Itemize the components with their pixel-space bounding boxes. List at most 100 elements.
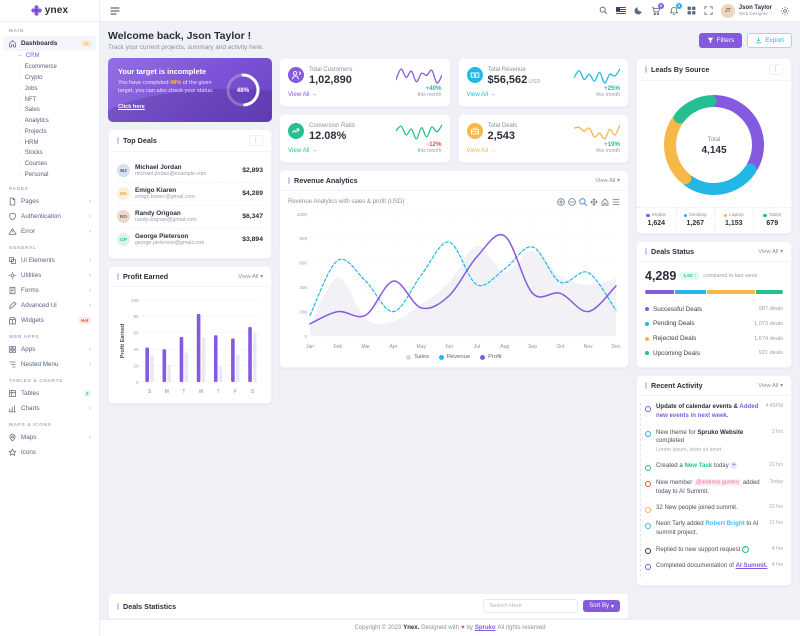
view-all-dropdown[interactable]: View All ▾ (758, 248, 783, 255)
maps-icon (9, 434, 16, 442)
legend-item-profit[interactable]: Profit (480, 354, 502, 360)
sidebar-item-maps[interactable]: Maps › (0, 430, 99, 445)
deal-name: Randy Origoan (135, 210, 181, 218)
home-icon[interactable] (601, 198, 609, 206)
table-search-input[interactable] (483, 599, 579, 614)
selection-zoom-icon[interactable] (579, 198, 587, 206)
view-all-dropdown[interactable]: View All ▾ (758, 382, 783, 389)
deal-list-item[interactable]: RO Randy Origoan randy.origoan@gmail.com $6… (117, 206, 263, 229)
deal-list-item[interactable]: GP George Pieterson george.pieterson@gmail… (117, 229, 263, 251)
sidebar-item-nested-menu[interactable]: Nested Menu › (0, 357, 99, 372)
activity-item: Replied to new support request ✓ 4 hrs (645, 545, 783, 562)
sidebar-item-ui-elements[interactable]: Ui Elements › (0, 253, 99, 268)
view-all-link[interactable]: View All → (466, 91, 496, 98)
activity-time: 22 hrs (769, 504, 783, 511)
plus-icon[interactable]: + (730, 461, 738, 470)
sidebar-item-forms[interactable]: Forms › (0, 283, 99, 298)
view-all-dropdown[interactable]: View All ▾ (595, 177, 620, 184)
sidebar-item-ecommerce[interactable]: ◦ Ecommerce (19, 64, 57, 71)
sidebar-item-crm[interactable]: – CRM (19, 53, 40, 60)
sidebar-item-icons[interactable]: Icons (0, 445, 99, 460)
sidebar-item-pages[interactable]: Pages › (0, 194, 99, 209)
page-title: Welcome back, Json Taylor ! (108, 30, 252, 42)
cart-icon[interactable]: 5 (651, 2, 664, 16)
sidebar-item-charts[interactable]: Charts › (0, 401, 99, 416)
sort-by-button[interactable]: Sort By ▾ (583, 600, 620, 613)
chevron-right-icon: › (89, 228, 91, 235)
brand-logo[interactable]: ynex (0, 0, 99, 22)
export-button[interactable]: Export (747, 33, 792, 48)
fullscreen-icon[interactable] (704, 6, 713, 15)
sidebar-item-advanced-ui[interactable]: Advanced Ui › (0, 298, 99, 313)
svg-text:20: 20 (133, 363, 139, 368)
bell-icon[interactable]: 3 (669, 2, 682, 16)
legend-item-sales[interactable]: Sales (406, 354, 429, 360)
us-flag-icon[interactable] (615, 7, 626, 14)
apps-icon (9, 346, 16, 354)
stat-period: this month (596, 148, 620, 154)
svg-text:T: T (217, 389, 220, 395)
click-here-link[interactable]: Click here (118, 104, 145, 111)
sidebar-item-dashboards[interactable]: Dashboards 12 (3, 36, 96, 51)
sidebar-item-personal[interactable]: ◦ Personal (19, 171, 49, 178)
deal-list-item[interactable]: EK Emigo Kiaren emigo.kiaren@gmail.com $4,2… (117, 183, 263, 206)
deal-list-item[interactable]: MJ Michael Jordan michael.jordan@example.c… (117, 159, 263, 183)
stat-period: this month (417, 148, 442, 154)
deal-email: emigo.kiaren@gmail.com (135, 194, 195, 201)
chart-subtitle: Revenue Analytics with sales & profit (U… (288, 199, 405, 205)
pan-icon[interactable] (590, 198, 598, 206)
sidebar-item-jobs[interactable]: ◦ Jobs (19, 85, 38, 92)
zoom-out-icon[interactable] (568, 198, 576, 206)
legend-item-revenue[interactable]: Revenue (438, 354, 470, 360)
avatar: RO (117, 210, 130, 224)
sidebar-item-authentication[interactable]: Authentication › (0, 209, 99, 224)
sidebar-item-courses[interactable]: ◦ Courses (19, 161, 48, 168)
sidebar-item-crypto[interactable]: ◦ Crypto (19, 74, 43, 81)
sidebar-item-sales[interactable]: ◦ Sales (19, 107, 40, 114)
svg-text:Mar: Mar (361, 344, 370, 350)
view-all-link[interactable]: View All → (466, 147, 496, 154)
sidebar-item-projects[interactable]: ◦ Projects (19, 128, 47, 135)
sidebar-item-error[interactable]: Error › (0, 224, 99, 239)
deal-email: michael.jordan@example.com (135, 170, 207, 177)
zoom-in-icon[interactable] (557, 198, 565, 206)
sidebar-item-hrm[interactable]: ◦ HRM (19, 139, 39, 146)
svg-text:Sep: Sep (528, 344, 537, 350)
view-all-dropdown[interactable]: View All ▾ (238, 273, 263, 280)
page-subtitle: Track your current projects, summary and… (108, 44, 264, 51)
user-menu[interactable]: JT Json Taylor Web Designer (720, 3, 772, 18)
sidebar-section-label: GENERAL (9, 246, 37, 252)
card-title: Revenue Analytics (288, 176, 358, 185)
kebab-menu-icon[interactable]: ⋮ (248, 135, 263, 147)
gear-icon[interactable] (780, 6, 790, 16)
cart-badge: 5 (657, 2, 664, 9)
home-icon (9, 40, 16, 48)
menu-toggle-icon[interactable] (110, 6, 120, 15)
menu-icon[interactable] (612, 198, 620, 206)
view-all-link[interactable]: View All → (288, 147, 318, 154)
status-progress-bar (645, 290, 783, 295)
sidebar-item-widgets[interactable]: Widgets Hot (0, 313, 99, 328)
view-all-link[interactable]: View All → (288, 91, 318, 98)
stat-change: +40% (425, 85, 442, 92)
svg-text:May: May (417, 344, 427, 350)
sidebar-item-stocks[interactable]: ◦ Stocks (19, 150, 43, 157)
sidebar-item-apps[interactable]: Apps › (0, 342, 99, 357)
widgets-icon (9, 317, 16, 325)
sidebar-item-tables[interactable]: Tables 2 (0, 386, 99, 401)
kebab-menu-icon[interactable]: ⋮ (768, 64, 783, 76)
deal-email: george.pieterson@gmail.com (135, 240, 205, 247)
filters-button[interactable]: Filters (698, 33, 743, 48)
funnel-icon (707, 37, 713, 44)
forms-icon (9, 287, 16, 295)
designer-link[interactable]: Spruko (474, 625, 496, 631)
sidebar-item-utilities[interactable]: Utilities › (0, 268, 99, 283)
sidebar-item-nft[interactable]: ◦ NFT (19, 96, 37, 103)
search-icon[interactable] (599, 6, 608, 15)
sidebar-item-analytics[interactable]: ◦ Analytics (19, 118, 49, 125)
apps-grid-icon[interactable] (687, 6, 696, 15)
stat-label: Total Deals (487, 123, 518, 129)
stat-card-conversion-ratio: Conversion Ratio 12.08% View All → -12% this… (279, 114, 451, 163)
cash-icon (470, 72, 479, 78)
moon-icon[interactable] (634, 6, 643, 15)
